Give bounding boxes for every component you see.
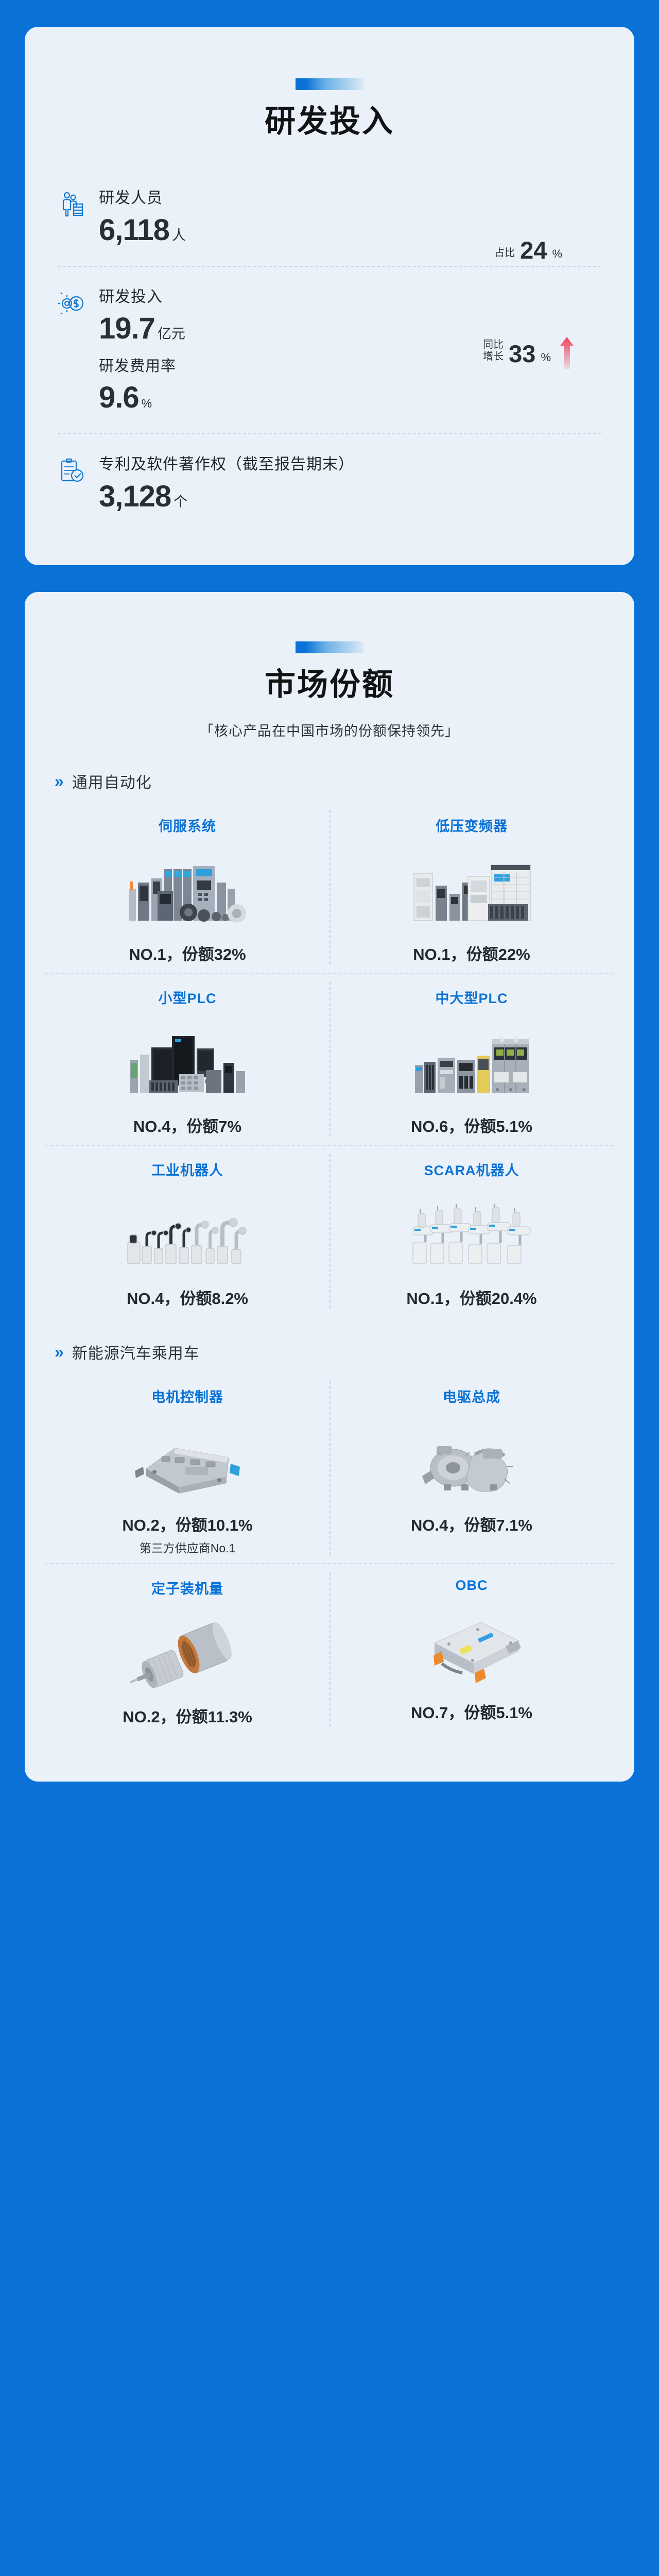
rd-spending-growth: 同比 增长 33 % xyxy=(483,336,574,369)
divider xyxy=(58,265,601,267)
stat-block-rd-personnel: 研发人员 6,118 人 占比 24 % xyxy=(25,189,634,262)
stator-photo xyxy=(55,1606,320,1693)
group-title: 新能源汽车乘用车 xyxy=(72,1345,200,1362)
aside-number: 24 xyxy=(520,236,547,264)
stat-block-patents: 专利及软件著作权（截至报告期末） 3,128 个 xyxy=(25,455,634,512)
stat-label: 研发人员 xyxy=(99,190,163,207)
product-cell-motor-controller: 电机控制器 xyxy=(45,1386,330,1558)
aside-caption: 占比 xyxy=(494,247,515,259)
product-grid-general-automation: 伺服系统 xyxy=(25,802,634,1317)
patent-clipboard-icon xyxy=(58,457,85,485)
group-title: 通用自动化 xyxy=(72,774,152,791)
double-chevron-right-icon: » xyxy=(55,771,64,790)
gear-coin-icon xyxy=(58,290,85,317)
product-stat: NO.2，份额10.1% xyxy=(122,1516,253,1534)
rd-investment-card: 研发投入 研发人员 6,118 人 xyxy=(25,27,634,565)
product-stat: NO.6，份额5.1% xyxy=(410,1117,532,1136)
obc-photo xyxy=(339,1602,604,1689)
share-card-header: 市场份额 「核心产品在中国市场的份额保持领先」 xyxy=(25,641,634,740)
aside-percent: % xyxy=(541,350,551,364)
product-cell-obc: OBC xyxy=(330,1578,614,1730)
product-stat: NO.4，份额7.1% xyxy=(410,1516,532,1534)
product-grid-nev: 电机控制器 xyxy=(25,1372,634,1735)
aside-percent: % xyxy=(552,247,562,260)
stat-label: 专利及软件著作权（截至报告期末） xyxy=(99,456,354,473)
up-arrow-icon xyxy=(560,336,574,369)
stat-extra-label: 研发费用率 xyxy=(99,358,177,375)
group-header-nev-passenger-vehicle: » 新能源汽车乘用车 xyxy=(25,1341,634,1363)
product-stat: NO.2，份额11.3% xyxy=(123,1707,252,1726)
low-voltage-inverter-photo xyxy=(339,843,604,931)
stat-value: 6,118 xyxy=(99,213,170,247)
rd-personnel-ratio: 占比 24 % xyxy=(494,238,562,262)
product-stat: NO.1，份额22% xyxy=(413,945,530,963)
product-name: 伺服系统 xyxy=(159,818,216,834)
product-cell-industrial-robot: 工业机器人 xyxy=(45,1159,330,1312)
section-subtitle: 「核心产品在中国市场的份额保持领先」 xyxy=(200,723,459,739)
product-name: 低压变频器 xyxy=(436,818,508,834)
market-share-card: 市场份额 「核心产品在中国市场的份额保持领先」 » 通用自动化 伺服系统 xyxy=(25,591,634,1782)
aside-caption: 同比 增长 xyxy=(483,338,504,362)
product-name: 工业机器人 xyxy=(151,1162,223,1178)
product-cell-small-plc: 小型PLC xyxy=(45,987,330,1140)
product-row: 伺服系统 xyxy=(45,802,614,973)
product-cell-large-plc: 中大型PLC xyxy=(330,987,614,1140)
stat-unit: 个 xyxy=(174,494,188,510)
product-note: 第三方供应商No.1 xyxy=(139,1541,236,1555)
product-name: 中大型PLC xyxy=(435,990,508,1006)
product-cell-low-voltage-inverter: 低压变频器 xyxy=(330,815,614,968)
small-plc-photo xyxy=(55,1015,320,1103)
page-title: 研发投入 xyxy=(265,104,394,139)
product-name: 定子装机量 xyxy=(151,1581,223,1597)
product-cell-servo-system: 伺服系统 xyxy=(45,815,330,968)
scara-robot-photo xyxy=(339,1188,604,1275)
gradient-bar-icon xyxy=(296,641,363,653)
aside-number: 33 xyxy=(509,340,536,367)
e-drive-assembly-photo xyxy=(339,1414,604,1502)
product-row: 工业机器人 xyxy=(45,1144,614,1317)
rd-card-header: 研发投入 xyxy=(25,78,634,139)
motor-controller-photo xyxy=(55,1414,320,1502)
product-cell-e-drive-assembly: 电驱总成 xyxy=(330,1386,614,1558)
product-name: 小型PLC xyxy=(158,990,217,1006)
section-title: 市场份额 xyxy=(265,667,394,702)
stat-extra-unit: % xyxy=(141,397,152,411)
product-name: SCARA机器人 xyxy=(424,1162,519,1178)
group-header-general-automation: » 通用自动化 xyxy=(25,770,634,792)
product-stat: NO.7，份额5.1% xyxy=(410,1703,532,1722)
people-chart-icon xyxy=(58,191,85,218)
product-cell-scara-robot: SCARA机器人 xyxy=(330,1159,614,1312)
product-row: 定子装机量 xyxy=(45,1563,614,1735)
product-row: 小型PLC xyxy=(45,972,614,1145)
product-stat: NO.1，份额32% xyxy=(129,945,246,963)
servo-system-photo xyxy=(55,843,320,931)
stat-unit: 人 xyxy=(171,227,186,243)
divider xyxy=(58,433,601,435)
stat-extra-rd-expense-rate: 研发费用率 9.6 % xyxy=(99,357,601,413)
large-plc-photo xyxy=(339,1015,604,1103)
product-name: 电机控制器 xyxy=(151,1389,223,1405)
industrial-robot-photo xyxy=(55,1188,320,1275)
product-name: OBC xyxy=(455,1577,488,1593)
double-chevron-right-icon: » xyxy=(55,1342,64,1361)
product-name: 电驱总成 xyxy=(443,1389,500,1405)
stat-unit: 亿元 xyxy=(157,326,185,342)
product-stat: NO.4，份额7% xyxy=(133,1117,242,1136)
product-cell-stator: 定子装机量 xyxy=(45,1578,330,1730)
gradient-bar-icon xyxy=(296,78,363,90)
stat-value: 19.7 xyxy=(99,312,155,345)
stat-label: 研发投入 xyxy=(99,288,163,306)
product-row: 电机控制器 xyxy=(45,1372,614,1563)
stat-extra-value: 9.6 xyxy=(99,381,140,415)
product-stat: NO.1，份额20.4% xyxy=(406,1289,537,1308)
product-stat: NO.4，份额8.2% xyxy=(126,1289,248,1308)
stat-block-rd-spending: 研发投入 19.7 亿元 研发费用率 9.6 % 同比 增长 33 % xyxy=(25,287,634,413)
stat-value: 3,128 xyxy=(99,479,171,513)
